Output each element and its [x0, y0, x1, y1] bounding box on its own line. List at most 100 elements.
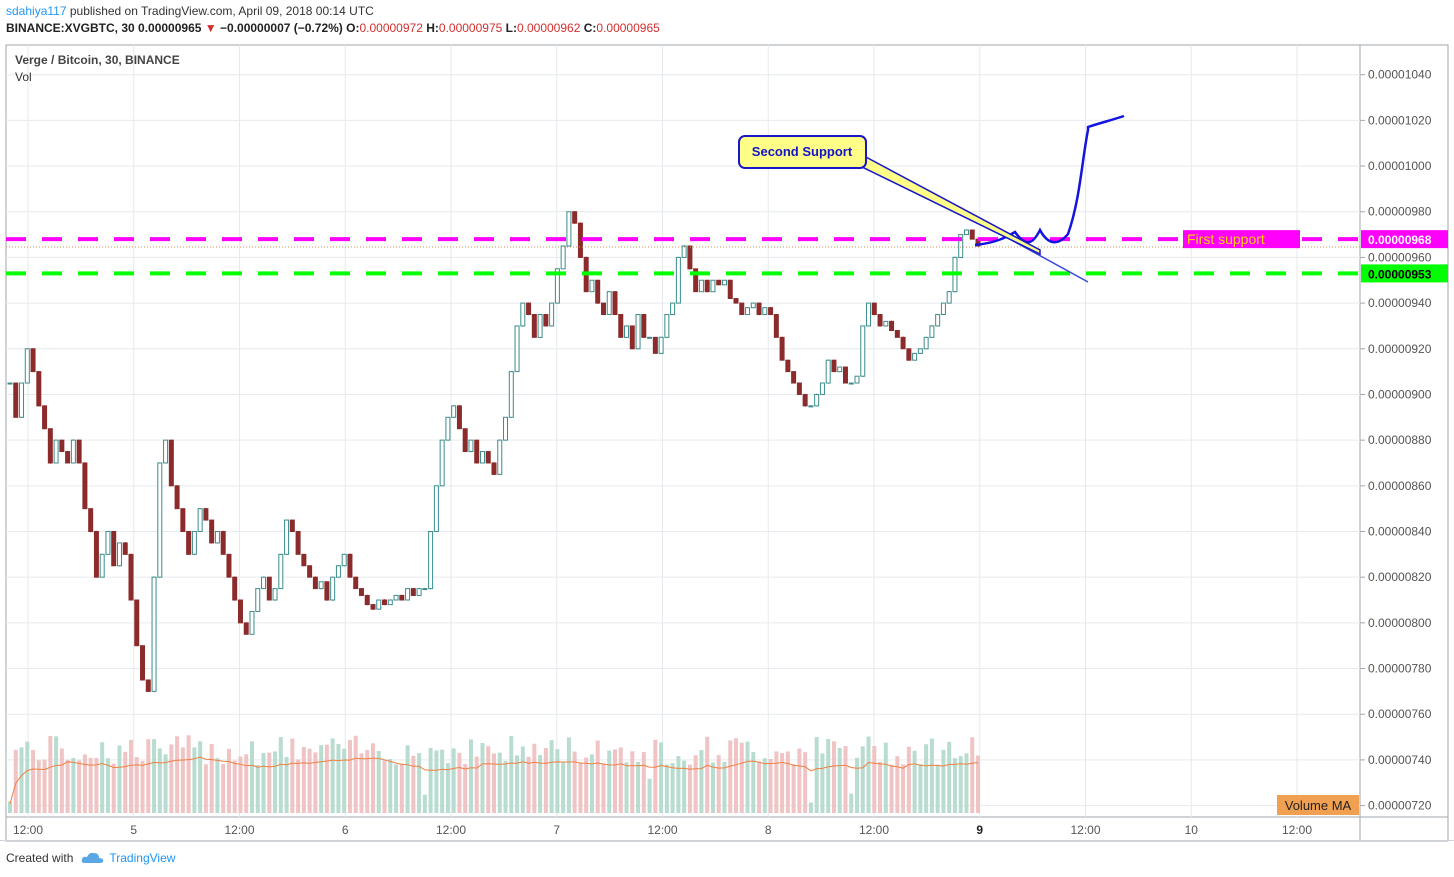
price-tick-label: 0.00000760 [1368, 707, 1432, 721]
candle-body [589, 279, 595, 293]
candle-body [704, 279, 710, 293]
price-level-label: 0.00000968 [1368, 233, 1432, 247]
candle-body [249, 610, 255, 635]
candle-body [128, 553, 134, 601]
candle-body [658, 336, 664, 354]
volume-bar [371, 743, 375, 813]
price-axis[interactable]: 0.00001040 0.00001020 0.00001000 0.00000980… [1360, 68, 1448, 813]
candle-body [122, 542, 128, 555]
candle-body [474, 439, 480, 464]
candle-body [906, 348, 912, 361]
time-tick-label: 12:00 [647, 823, 677, 837]
volume-bar [111, 763, 116, 813]
candle-body [19, 382, 25, 418]
candle-body [503, 416, 509, 441]
candle-body [479, 451, 485, 464]
volume-bar [745, 741, 750, 813]
published-text: published on TradingView.com, April 09, … [69, 4, 374, 18]
volume-bar [152, 739, 157, 813]
volume-bar [918, 764, 923, 813]
volume-bar [290, 738, 295, 813]
volume-label: Vol [15, 70, 32, 84]
volume-bar [889, 764, 894, 813]
volume-bar [820, 753, 825, 813]
volume-bar [238, 756, 243, 813]
candle-body [111, 530, 117, 567]
candle-body [428, 530, 434, 590]
volume-bar [273, 751, 278, 813]
volume-bar [532, 743, 537, 813]
volume-bar [77, 760, 82, 813]
volume-bar [100, 742, 105, 813]
annotations: Second Support First support Volume MA [738, 135, 1359, 815]
author-link[interactable]: sdahiya117 [6, 4, 67, 18]
candle-body [537, 314, 543, 338]
volume-bar [480, 743, 485, 813]
volume-bar [538, 754, 543, 813]
volume-bar [693, 755, 698, 813]
volume-bar [82, 754, 87, 813]
candle-body [324, 581, 330, 601]
volume-bar [808, 802, 813, 813]
volume-bar [682, 760, 687, 813]
volume-bar [284, 756, 289, 813]
candle-body [652, 336, 658, 354]
candle-body [595, 279, 601, 304]
candle-body [779, 336, 785, 361]
volume-bar [641, 752, 646, 813]
candle-body [721, 279, 727, 286]
candle-body [70, 439, 76, 464]
candle-body [456, 405, 462, 430]
time-tick-label: 7 [553, 823, 560, 837]
volume-bar [134, 757, 139, 813]
price-tick-label: 0.00000780 [1368, 662, 1432, 676]
candle-body [710, 279, 716, 293]
price-tick-label: 0.00001020 [1368, 113, 1432, 127]
volume-bar [105, 758, 110, 813]
time-axis[interactable]: 12:00 5 12:00 6 12:00 7 12:00 8 12:00 9 12:00 10 12:… [13, 823, 1312, 837]
candle-body [825, 359, 831, 384]
volume-bar [935, 764, 940, 813]
price-level-tag [1361, 230, 1448, 249]
candle-body [82, 462, 88, 510]
volume-bar [952, 758, 957, 813]
candle-body [837, 366, 843, 373]
volume-bar [88, 757, 93, 813]
footer: Created with TradingView [6, 851, 175, 865]
tradingview-link[interactable]: TradingView [81, 851, 175, 865]
candle-body [284, 519, 290, 555]
volume-bar [203, 764, 208, 813]
price-tick-label: 0.00001000 [1368, 159, 1432, 173]
candle-body [47, 428, 53, 464]
candle-body [180, 508, 186, 532]
candle-body [693, 268, 699, 293]
candle-body [641, 314, 647, 338]
volume-bar [445, 763, 450, 813]
volume-bar [901, 764, 906, 813]
volume-ma-line [9, 756, 979, 804]
candle-body [462, 428, 468, 453]
candle-body [739, 302, 745, 316]
volume-bar [791, 764, 796, 813]
candle-body [946, 291, 952, 304]
candle-body [203, 508, 209, 521]
volume-bar [313, 752, 318, 813]
high-value: 0.00000975 [438, 21, 503, 35]
candle-body [854, 375, 860, 384]
time-tick-label: 12:00 [1282, 823, 1312, 837]
volume-bar [221, 763, 226, 813]
candle-body [831, 359, 837, 373]
price-tick-label: 0.00000800 [1368, 616, 1432, 630]
volume-bar [376, 750, 381, 813]
volume-bar [941, 749, 946, 813]
volume-bar [831, 741, 836, 813]
candle-body [681, 245, 687, 258]
candle-body [917, 348, 923, 354]
callout-box [738, 135, 867, 169]
volume-bar [520, 746, 525, 813]
volume-bar [353, 735, 358, 813]
volume-bar [336, 743, 341, 813]
candle-body [629, 325, 635, 350]
candle-body [335, 565, 341, 578]
